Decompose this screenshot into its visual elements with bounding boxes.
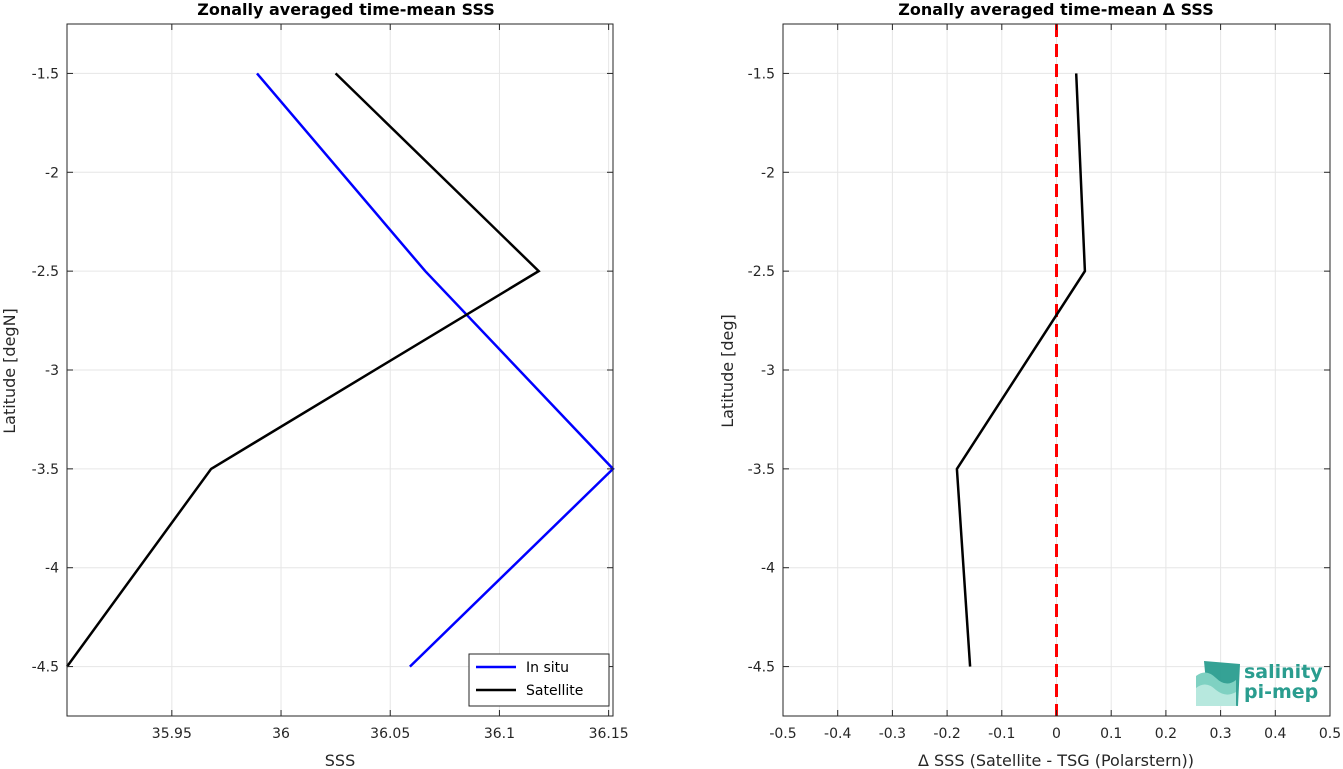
sss-xtick-label: 36.05 xyxy=(370,726,410,742)
sss-plot-title: Zonally averaged time-mean SSS xyxy=(197,0,495,19)
sss-xtick-label: 36.15 xyxy=(589,726,629,742)
sss-plot-ylabel: Latitude [degN] xyxy=(0,308,19,434)
sss-xtick-label: 36 xyxy=(272,726,290,742)
wave-logo-icon xyxy=(1196,661,1240,706)
delta-sss-ytick-label: -2.5 xyxy=(748,264,775,280)
sss-legend-box xyxy=(468,653,610,707)
logo-line1: salinity xyxy=(1244,661,1323,683)
sss-xtick-label: 36.1 xyxy=(484,726,515,742)
delta-sss-plot-ylabel: Latitude [deg] xyxy=(718,314,737,428)
sss-ytick-label: -2.5 xyxy=(32,264,59,280)
delta-sss-xtick-label: -0.5 xyxy=(769,726,796,742)
delta-sss-xtick-label: -0.3 xyxy=(879,726,906,742)
sss-ytick-label: -3.5 xyxy=(32,462,59,478)
sss-ytick-label: -4.5 xyxy=(32,660,59,676)
delta-sss-xtick-label: -0.2 xyxy=(933,726,960,742)
delta-sss-ytick-label: -3 xyxy=(761,363,775,379)
legend-label-satellite: Satellite xyxy=(526,683,583,699)
delta-sss-plot-title: Zonally averaged time-mean Δ SSS xyxy=(898,0,1214,19)
delta-sss-xtick-label: 0.1 xyxy=(1100,726,1122,742)
delta-sss-plot: Zonally averaged time-mean Δ SSS Δ SSS (… xyxy=(718,0,1341,769)
sss-xtick-label: 35.95 xyxy=(152,726,192,742)
sss-ytick-label: -1.5 xyxy=(32,66,59,82)
legend-label-in-situ: In situ xyxy=(526,660,569,676)
delta-sss-plot-xlabel: Δ SSS (Satellite - TSG (Polarstern)) xyxy=(918,751,1194,769)
sss-ytick-label: -4 xyxy=(45,561,59,577)
delta-sss-ytick-label: -4.5 xyxy=(748,660,775,676)
delta-sss-xtick-label: -0.1 xyxy=(988,726,1015,742)
sss-series-in-situ-line xyxy=(256,72,615,668)
delta-sss-ytick-label: -4 xyxy=(761,561,775,577)
salinity-pi-mep-logo: salinity pi-mep xyxy=(1196,661,1323,706)
delta-sss-series-delta-line xyxy=(955,73,1087,667)
sss-plot-xlabel: SSS xyxy=(325,751,355,769)
delta-sss-xtick-label: 0 xyxy=(1052,726,1061,742)
delta-sss-ytick-label: -1.5 xyxy=(748,66,775,82)
logo-line2: pi-mep xyxy=(1244,681,1318,703)
delta-sss-xtick-label: -0.4 xyxy=(824,726,851,742)
sss-legend: In situ Satellite xyxy=(468,653,610,707)
sss-plot: Zonally averaged time-mean SSS SSS Latit… xyxy=(0,0,629,769)
sss-ytick-label: -3 xyxy=(45,363,59,379)
delta-sss-ytick-label: -3.5 xyxy=(748,462,775,478)
delta-sss-xtick-label: 0.2 xyxy=(1155,726,1177,742)
delta-sss-xtick-label: 0.4 xyxy=(1264,726,1286,742)
sss-series-satellite-line xyxy=(65,72,541,668)
delta-sss-ytick-label: -2 xyxy=(761,165,775,181)
delta-sss-xtick-label: 0.3 xyxy=(1209,726,1231,742)
delta-sss-xtick-label: 0.5 xyxy=(1319,726,1341,742)
sss-ytick-label: -2 xyxy=(45,165,59,181)
